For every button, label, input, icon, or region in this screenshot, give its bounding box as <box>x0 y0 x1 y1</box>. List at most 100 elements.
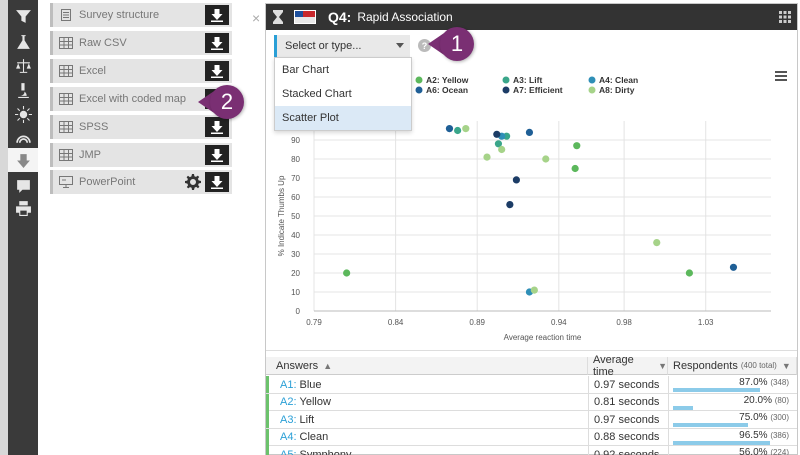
presentation-icon <box>59 176 73 188</box>
table-icon <box>59 65 73 77</box>
data-point <box>506 201 514 209</box>
chart-type-select[interactable]: Select or type... <box>274 35 410 57</box>
data-point <box>542 155 550 163</box>
data-point <box>530 286 538 294</box>
help-icon[interactable]: ? <box>418 39 431 52</box>
column-menu-icon[interactable]: ▼ <box>781 360 791 371</box>
chart-menu-icon[interactable] <box>775 71 787 81</box>
respondents-percent: 87.0% (348) <box>739 377 789 388</box>
respondents-bar <box>673 423 748 427</box>
export-panel: Survey structure Raw CSV Excel Excel with c… <box>50 0 232 455</box>
data-point <box>462 125 470 133</box>
sun-icon[interactable] <box>8 102 38 126</box>
data-point <box>573 142 581 150</box>
flask-icon[interactable] <box>8 30 38 54</box>
chart-type-placeholder: Select or type... <box>285 40 362 52</box>
callout-1: 1 <box>428 27 474 61</box>
export-item[interactable]: Survey structure <box>50 3 232 27</box>
callout-number: 2 <box>210 85 244 119</box>
download-icon <box>211 9 223 22</box>
export-item[interactable]: Raw CSV <box>50 31 232 55</box>
respondents-bar <box>673 405 693 410</box>
average-time-cell: 0.92 seconds <box>588 446 668 455</box>
chart-type-option[interactable]: Stacked Chart <box>282 88 352 100</box>
scatter-chart: 0 10 20 30 40 50 60 70 80 90 0.79 0.84 0.89 0.94 0.98 1… <box>277 75 771 342</box>
respondents-percent-value: 87.0% <box>739 377 768 388</box>
download-button[interactable] <box>205 117 229 137</box>
y-axis-label: % Indicate Thumbs Up <box>277 175 286 256</box>
data-point <box>483 153 491 161</box>
y-tick-label: 10 <box>291 288 300 297</box>
respondents-percent: 56.0% (224) <box>739 447 789 455</box>
respondents-count: (300) <box>770 413 789 422</box>
export-item[interactable]: PowerPoint <box>50 170 232 194</box>
respondents-percent-value: 96.5% <box>739 429 768 441</box>
grid-icon[interactable] <box>779 11 791 23</box>
respondents-cell: 75.0% (300) <box>668 411 797 428</box>
average-time-column-header[interactable]: Average time ▼ <box>588 354 668 378</box>
data-point <box>729 263 738 271</box>
chart-type-option[interactable]: Scatter Plot <box>275 106 411 130</box>
chart-type-option[interactable]: Bar Chart <box>282 64 330 76</box>
legend-label: A3: Lift <box>513 75 542 85</box>
export-item-label: SPSS <box>79 121 109 133</box>
answers-header-label: Answers <box>276 359 319 372</box>
legend-label: A7: Efficient <box>513 85 563 95</box>
export-item[interactable]: Excel <box>50 59 232 83</box>
printer-icon[interactable] <box>8 196 38 220</box>
download-button[interactable] <box>205 145 229 165</box>
answer-cell: A5: Symphony <box>266 446 586 455</box>
gear-icon[interactable] <box>185 174 201 190</box>
table-row[interactable]: A1: Blue 0.97 seconds 87.0% (348) <box>266 376 797 394</box>
column-menu-icon[interactable]: ▼ <box>658 360 667 371</box>
export-item[interactable]: SPSS <box>50 115 232 139</box>
signal-icon[interactable] <box>8 126 38 150</box>
respondents-bar <box>673 440 770 445</box>
chevron-down-icon <box>396 43 404 48</box>
sort-ascending-icon[interactable]: ▲ <box>323 360 333 371</box>
chart-area: 0 10 20 30 40 50 60 70 80 90 0.79 0.84 0.89 0.94 0.98 1… <box>266 59 797 351</box>
legend-marker <box>415 76 423 84</box>
table-row[interactable]: A5: Symphony 0.92 seconds 56.0% (224) <box>266 446 797 455</box>
scales-icon[interactable] <box>8 54 38 78</box>
chat-icon[interactable] <box>8 174 38 198</box>
average-time-cell: 0.88 seconds <box>588 428 668 446</box>
export-item[interactable]: JMP <box>50 143 232 167</box>
download-button[interactable] <box>205 33 229 53</box>
table-row[interactable]: A3: Lift 0.97 seconds 75.0% (300) <box>266 411 797 429</box>
answer-cell: A3: Lift <box>266 411 586 428</box>
data-point <box>512 176 520 184</box>
answers-column-header[interactable]: Answers ▲ <box>266 357 588 375</box>
respondents-count: (348) <box>770 378 789 387</box>
data-point <box>494 140 503 148</box>
answer-code: A3: <box>280 413 297 426</box>
close-icon[interactable]: × <box>252 10 261 26</box>
table-row[interactable]: A4: Clean 0.88 seconds 96.5% (386) <box>266 428 797 446</box>
download-icon <box>211 65 223 78</box>
download-button[interactable] <box>205 172 229 192</box>
respondents-percent: 20.0% (80) <box>744 395 789 406</box>
download-button[interactable] <box>205 61 229 81</box>
export-item-label: Raw CSV <box>79 37 127 49</box>
data-point <box>498 145 506 154</box>
filter-icon[interactable] <box>8 4 38 28</box>
answer-code: A4: <box>280 431 297 443</box>
respondents-header-label: Respondents <box>673 359 738 372</box>
download-arrow-icon[interactable] <box>8 148 38 172</box>
question-header: Q4: Rapid Association <box>266 4 797 30</box>
table-row[interactable]: A2: Yellow 0.81 seconds 20.0% (80) <box>266 393 797 411</box>
average-time-cell: 0.97 seconds <box>588 411 668 428</box>
question-title: Rapid Association <box>357 10 453 24</box>
table-icon <box>59 93 73 105</box>
download-button[interactable] <box>205 5 229 25</box>
answer-label: Yellow <box>299 396 331 408</box>
microscope-icon[interactable] <box>8 78 38 102</box>
respondents-column-header[interactable]: Respondents (400 total) ▼ <box>668 357 797 375</box>
average-time-cell: 0.97 seconds <box>588 376 668 393</box>
hourglass-icon <box>272 10 284 24</box>
respondents-total-note: (400 total) <box>740 361 777 370</box>
respondents-count: (80) <box>774 395 789 405</box>
respondents-cell: 56.0% (224) <box>668 446 797 455</box>
legend-label: A2: Yellow <box>426 75 469 85</box>
